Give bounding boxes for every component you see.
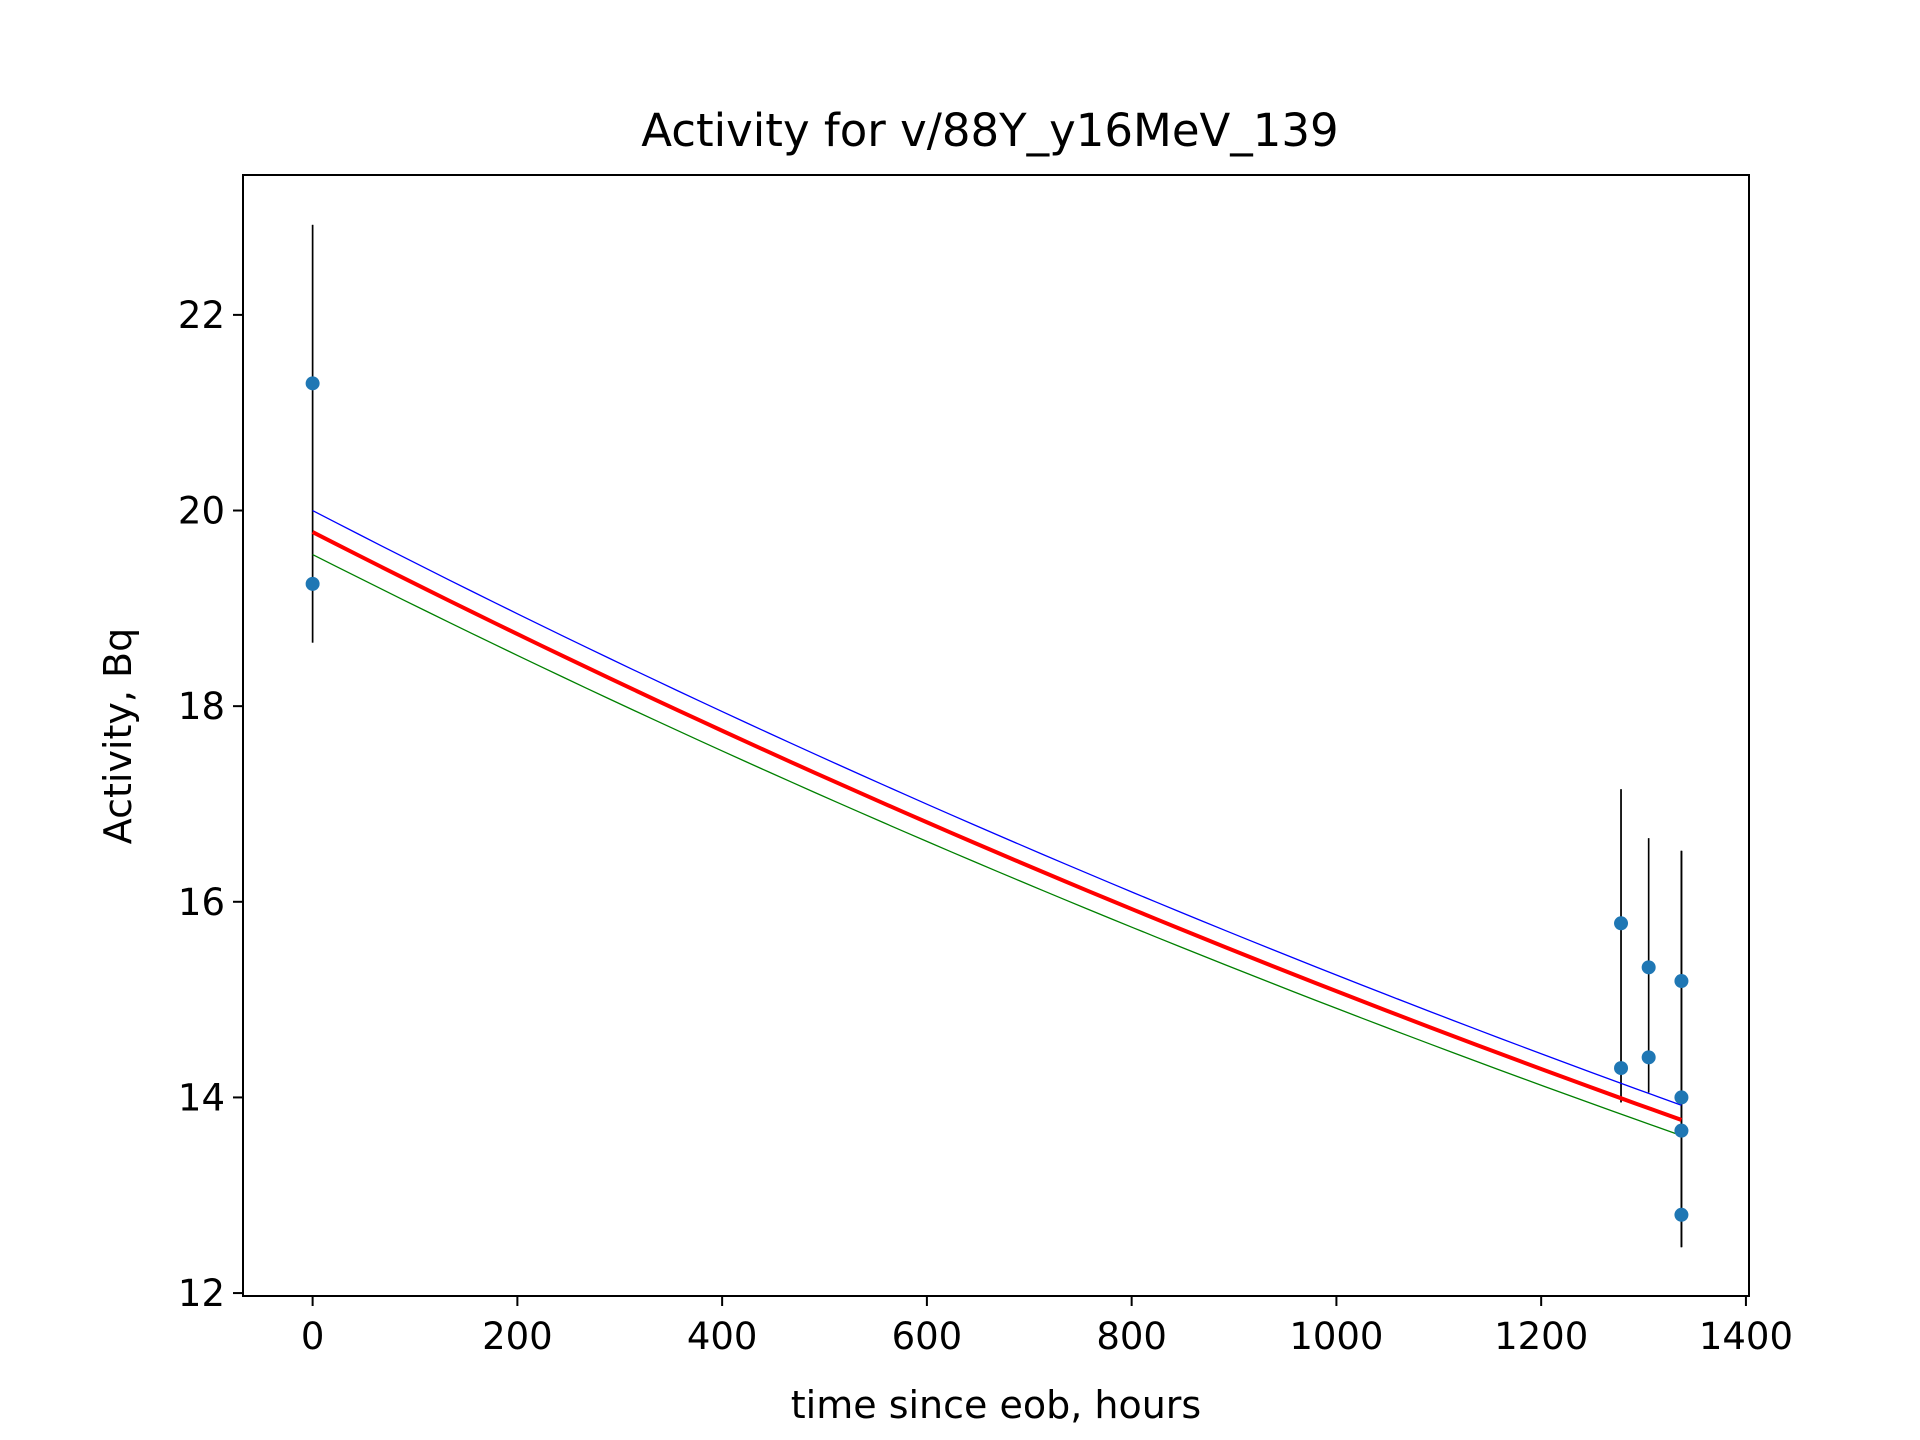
x-tick-label-1000: 1000 bbox=[1289, 1315, 1383, 1358]
axes: 0 200 400 600 800 1000 1200 1400 12 14 16 18 20 22 bbox=[178, 294, 1793, 1358]
x-tick-label-600: 600 bbox=[892, 1315, 963, 1358]
y-tick-label-16: 16 bbox=[178, 881, 225, 924]
x-tick-label-400: 400 bbox=[687, 1315, 758, 1358]
fit-curve-1 bbox=[311, 530, 1683, 1122]
x-axis-label: time since eob, hours bbox=[791, 1383, 1201, 1427]
data-point-1 bbox=[305, 576, 320, 591]
plot-frame bbox=[242, 174, 1750, 1297]
y-tick-label-18: 18 bbox=[178, 685, 225, 728]
x-tick-label-1200: 1200 bbox=[1494, 1315, 1588, 1358]
data-point-2 bbox=[1614, 916, 1629, 931]
fit-curve-2 bbox=[312, 553, 1682, 1137]
data-point-3 bbox=[1614, 1061, 1629, 1076]
data-point-7 bbox=[1674, 1090, 1689, 1105]
data-point-8 bbox=[1674, 1123, 1689, 1138]
plot-area bbox=[305, 224, 1689, 1248]
data-point-5 bbox=[1641, 1050, 1656, 1065]
y-tick-label-14: 14 bbox=[178, 1076, 225, 1119]
data-point-4 bbox=[1641, 960, 1656, 975]
fit-curve-0 bbox=[312, 509, 1682, 1106]
data-point-6 bbox=[1674, 974, 1689, 989]
x-tick-label-200: 200 bbox=[482, 1315, 553, 1358]
data-point-9 bbox=[1674, 1207, 1689, 1222]
x-tick-label-0: 0 bbox=[301, 1315, 325, 1358]
chart-title: Activity for v/88Y_y16MeV_139 bbox=[641, 104, 1338, 157]
y-tick-label-12: 12 bbox=[178, 1272, 225, 1315]
x-tick-label-1400: 1400 bbox=[1699, 1315, 1793, 1358]
data-point-0 bbox=[305, 376, 320, 391]
x-tick-label-800: 800 bbox=[1096, 1315, 1167, 1358]
y-axis-label: Activity, Bq bbox=[96, 628, 140, 844]
y-tick-label-20: 20 bbox=[178, 490, 225, 533]
y-tick-label-22: 22 bbox=[178, 294, 225, 337]
